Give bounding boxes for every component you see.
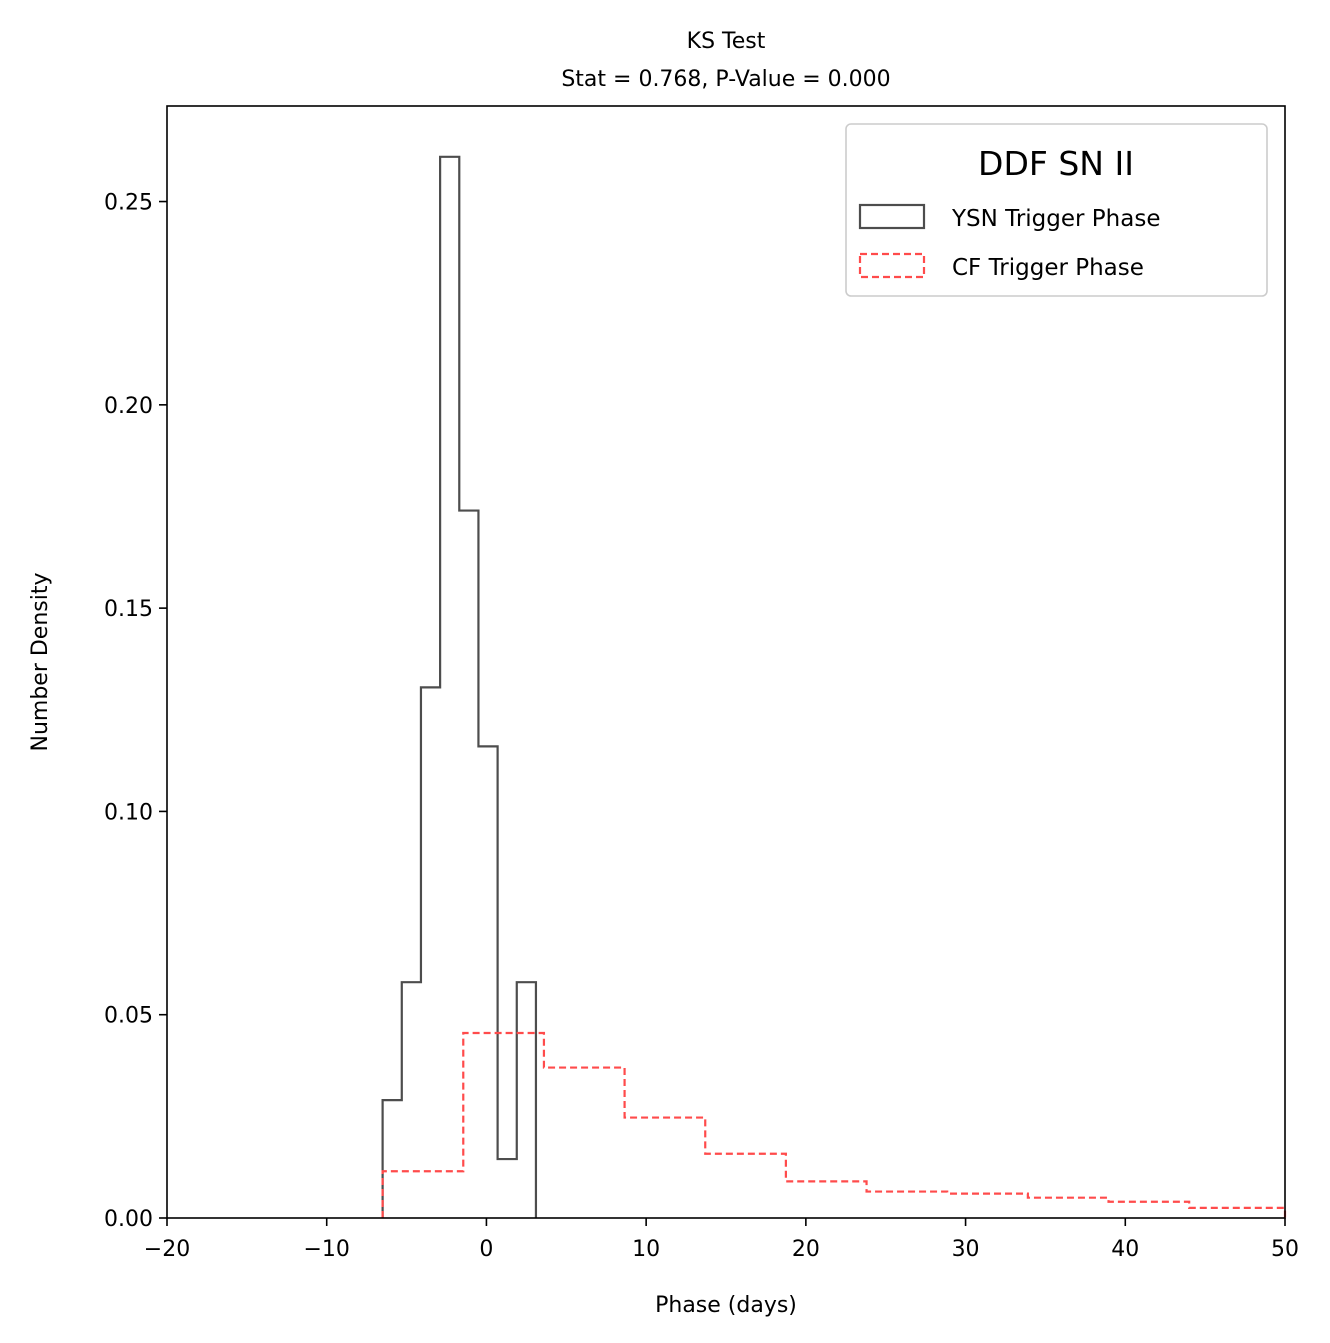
y-axis-label: Number Density: [28, 572, 53, 751]
legend-title: DDF SN II: [978, 144, 1134, 183]
legend-label-cf: CF Trigger Phase: [952, 255, 1144, 281]
y-tick-label: 0.00: [104, 1207, 153, 1232]
plot-frame: [166, 105, 1286, 1219]
x-tick-label: −20: [144, 1237, 190, 1262]
y-tick-label: 0.05: [104, 1004, 153, 1029]
x-tick-label: 20: [792, 1237, 820, 1262]
x-tick-label: 50: [1271, 1237, 1299, 1262]
chart-title: KS Test: [687, 29, 766, 54]
x-tick-label: 30: [952, 1237, 980, 1262]
series-ysn-outline: [381, 155, 538, 1218]
legend-label-ysn: YSN Trigger Phase: [951, 206, 1160, 232]
chart-subtitle: Stat = 0.768, P-Value = 0.000: [561, 67, 890, 92]
y-tick-label: 0.10: [104, 800, 153, 825]
series-cf-outline: [381, 1031, 1287, 1218]
legend-box: [845, 123, 1268, 297]
x-axis-label: Phase (days): [655, 1293, 797, 1318]
y-axis-ticks: 0.00 0.05 0.10 0.15 0.20 0.25: [104, 191, 167, 1232]
histogram-layer: [381, 155, 1287, 1218]
legend-swatch-ysn: [858, 203, 926, 230]
y-tick-label: 0.15: [104, 597, 153, 622]
x-tick-label: −10: [303, 1237, 349, 1262]
y-tick-label: 0.20: [104, 394, 153, 419]
x-axis-ticks: −20 −10 0 10 20 30 40 50: [144, 1218, 1299, 1262]
x-tick-label: 10: [632, 1237, 660, 1262]
legend: DDF SN II YSN Trigger Phase CF Trigger P…: [845, 123, 1268, 297]
x-tick-label: 0: [479, 1237, 493, 1262]
y-tick-label: 0.25: [104, 191, 153, 216]
x-tick-label: 40: [1111, 1237, 1139, 1262]
